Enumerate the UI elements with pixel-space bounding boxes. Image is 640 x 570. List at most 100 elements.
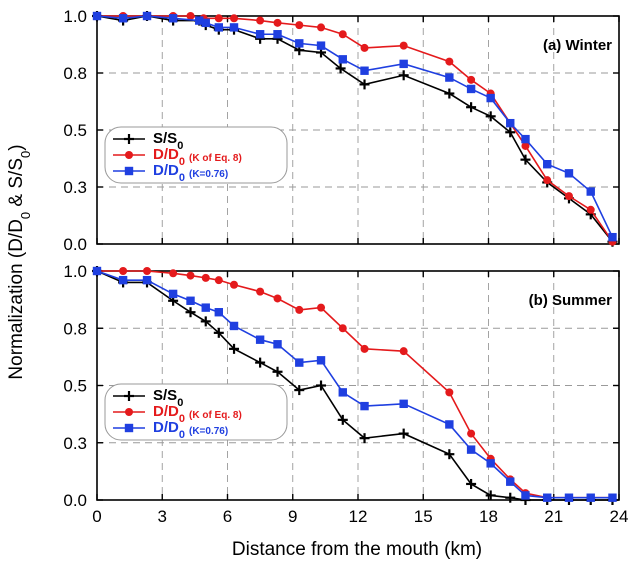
legend-label: D/D0	[153, 162, 185, 184]
data-point-D_076	[255, 30, 265, 39]
data-point-D_076	[445, 420, 454, 429]
legend-label: D/D0	[153, 419, 185, 441]
y-axis-title-group: Normalization (D/D0 & S/S0)	[6, 144, 33, 379]
data-point-D_076	[506, 477, 515, 486]
legend-label-sub: 0	[179, 413, 185, 425]
legend-label: S/S0	[153, 130, 183, 152]
legend-label-sub: 0	[177, 140, 183, 152]
data-point-D_076	[360, 401, 369, 411]
data-point-D_eq8	[586, 205, 595, 214]
y-tick-label: 0.0	[63, 491, 87, 510]
data-point-D_076	[186, 296, 195, 305]
data-point-D_eq8	[143, 267, 152, 275]
legend-label: D/D0	[153, 146, 185, 168]
x-tick-label: 18	[479, 507, 498, 526]
y-tick-label: 1.0	[63, 262, 87, 281]
x-axis-title-group: Distance from the mouth (km)	[232, 539, 482, 560]
y-title-suffix: )	[6, 144, 27, 150]
data-point-D_eq8	[445, 388, 454, 397]
data-point-D_076	[295, 39, 304, 48]
x-tick-label: 15	[414, 507, 433, 526]
data-point-D_076	[92, 266, 102, 276]
legend-label-main: D/D	[153, 162, 179, 179]
legend-label-sub: 0	[179, 156, 185, 168]
data-point-D_eq8	[186, 12, 195, 20]
data-point-D_eq8	[445, 57, 454, 66]
data-point-D_076	[399, 59, 408, 69]
data-point-D_076	[316, 41, 326, 50]
series-D_076	[92, 11, 617, 242]
x-tick-label: 9	[288, 507, 297, 526]
data-point-D_eq8	[338, 324, 347, 333]
legend-label-main: D/D	[153, 403, 179, 420]
legend-label-sub: 0	[179, 429, 185, 441]
data-point-D_eq8	[230, 14, 239, 23]
data-point-D_076	[486, 93, 495, 103]
data-point-D_076	[229, 321, 239, 331]
series-D_076	[92, 266, 617, 502]
data-point-D_076	[564, 169, 574, 178]
legend-label-main: D/D	[153, 146, 179, 163]
data-point-D_076	[338, 388, 347, 397]
data-point-D_eq8	[201, 273, 210, 282]
data-point-D_076	[466, 84, 476, 94]
legend-label: S/S0	[153, 387, 183, 409]
legend-label-sub: 0	[177, 397, 183, 409]
y-title-mid: & S/S	[6, 158, 27, 212]
data-point-D_eq8	[230, 280, 239, 289]
data-point-D_eq8	[317, 23, 326, 32]
y-tick-label: 0.3	[63, 434, 87, 453]
data-point-D_eq8	[256, 16, 265, 25]
data-point-D_eq8	[295, 21, 304, 30]
legend-label-extra: (K=0.76)	[189, 169, 228, 180]
data-point-D_076	[564, 493, 574, 502]
y-title-sub1: 0	[18, 212, 33, 219]
y-title-sub2: 0	[18, 151, 33, 158]
y-tick-label: 0.5	[63, 121, 87, 140]
y-tick-label: 1.0	[63, 7, 87, 26]
y-tick-label: 0.8	[63, 319, 87, 338]
legend-label-extra: (K of Eq. 8)	[189, 410, 242, 421]
data-point-D_076	[506, 118, 515, 128]
data-point-D_eq8	[317, 303, 326, 312]
legend-box	[104, 383, 288, 441]
data-point-D_eq8	[186, 271, 195, 280]
data-point-D_eq8	[399, 41, 408, 50]
data-point-D_076	[399, 399, 408, 409]
legend-label-extra: (K of Eq. 8)	[189, 153, 242, 164]
data-point-D_076	[214, 23, 223, 32]
y-tick-label: 0.5	[63, 377, 87, 396]
data-point-D_eq8	[360, 43, 369, 52]
x-tick-label: 3	[158, 507, 167, 526]
panel-title: (a) Winter	[543, 37, 612, 54]
x-tick-label: 0	[92, 507, 101, 526]
legend-label: D/D0	[153, 403, 185, 425]
data-point-D_076	[118, 14, 128, 23]
data-point-D_076	[255, 335, 265, 344]
data-point-D_076	[466, 445, 476, 454]
legend-label-main: S/S	[153, 387, 177, 404]
data-point-D_076	[118, 275, 128, 285]
data-point-D_076	[295, 358, 304, 367]
data-point-D_076	[360, 66, 369, 75]
data-point-D_eq8	[169, 269, 178, 278]
y-tick-label: 0.8	[63, 64, 87, 83]
data-point-D_076	[586, 187, 595, 196]
legend-marker	[124, 166, 134, 176]
data-point-D_076	[273, 30, 282, 39]
legend-marker	[124, 423, 134, 433]
legend-label-sub: 0	[179, 172, 185, 184]
data-point-D_076	[521, 491, 530, 500]
data-point-D_076	[201, 303, 210, 312]
data-point-D_076	[195, 16, 204, 25]
data-point-D_eq8	[256, 287, 265, 296]
data-point-D_eq8	[338, 30, 347, 39]
data-point-D_eq8	[214, 276, 223, 285]
data-point-D_eq8	[119, 267, 128, 275]
data-point-D_076	[168, 14, 178, 23]
x-tick-label: 6	[223, 507, 232, 526]
data-point-D_076	[229, 23, 239, 32]
data-point-D_076	[445, 73, 454, 82]
data-point-D_eq8	[543, 176, 552, 185]
